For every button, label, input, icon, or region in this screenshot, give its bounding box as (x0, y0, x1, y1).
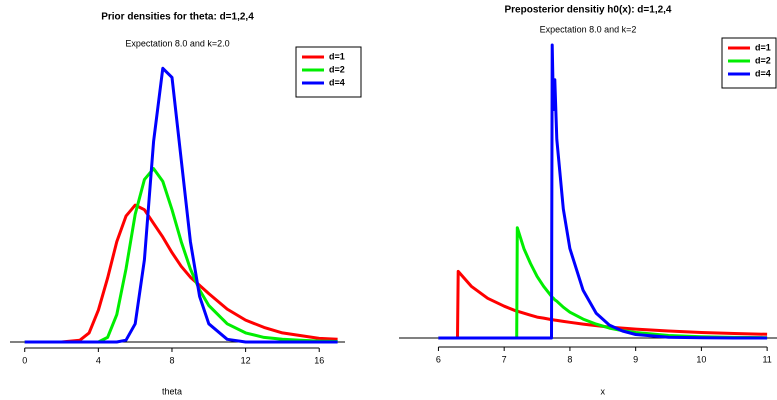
x-axis-label: theta (162, 386, 182, 396)
legend-label: d=1 (755, 42, 771, 52)
legend-box (721, 37, 777, 89)
x-tick-label: 12 (241, 355, 251, 365)
density-line (24, 66, 338, 344)
x-tick-label: 8 (169, 355, 174, 365)
legend-label: d=4 (755, 68, 771, 78)
x-tick-label: 4 (96, 355, 101, 365)
chart-subtitle: Expectation 8.0 and k=2 (540, 24, 637, 34)
density-line (438, 269, 768, 340)
legend-label: d=1 (329, 51, 345, 61)
chart-subtitle: Expectation 8.0 and k=2.0 (125, 38, 229, 48)
chart-title: Prior densities for theta: d=1,2,4 (101, 12, 254, 23)
x-tick-label: 9 (633, 354, 638, 364)
density-line (24, 203, 338, 344)
x-tick-label: 7 (502, 354, 507, 364)
density-line (24, 167, 338, 344)
legend-label: d=2 (755, 55, 771, 65)
legend-label: d=2 (329, 64, 345, 74)
density-line (438, 226, 768, 340)
chart-title: Preposterior densitiy h0(x): d=1,2,4 (505, 5, 672, 16)
x-tick-label: 6 (436, 354, 441, 364)
density-line (438, 43, 768, 340)
legend-box (295, 46, 362, 98)
x-axis-label: x (601, 386, 606, 396)
x-tick-label: 8 (567, 354, 572, 364)
x-tick-label: 11 (762, 354, 771, 364)
x-tick-label: 0 (22, 355, 27, 365)
x-tick-label: 10 (696, 354, 706, 364)
legend-label: d=4 (329, 77, 345, 87)
x-tick-label: 16 (314, 355, 324, 365)
